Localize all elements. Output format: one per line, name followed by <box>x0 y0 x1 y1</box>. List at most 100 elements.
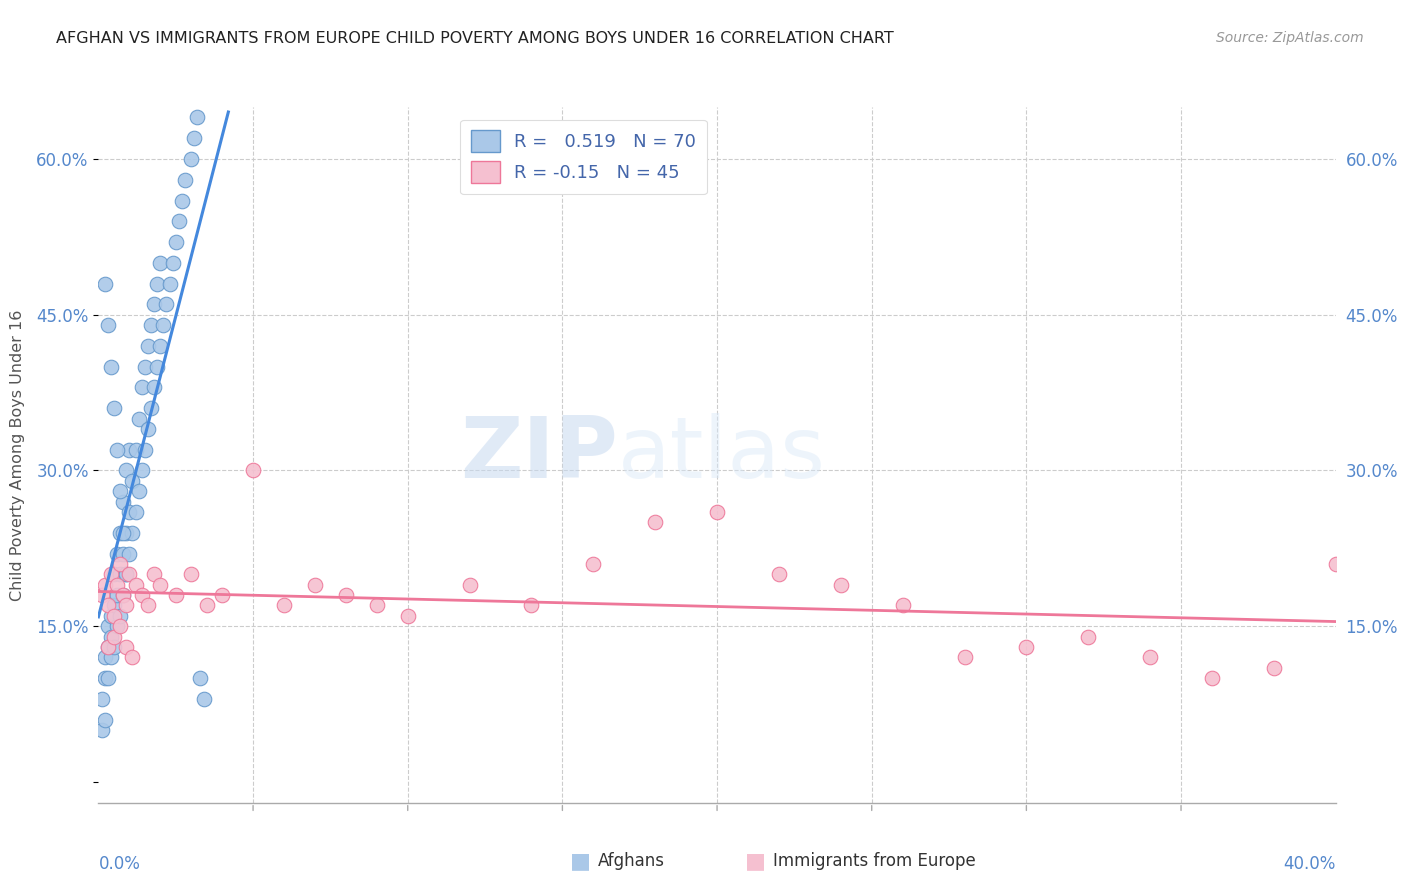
Point <box>146 277 169 291</box>
Point <box>97 640 120 654</box>
Point <box>170 194 193 208</box>
Point <box>108 484 131 499</box>
Point <box>100 608 122 623</box>
Point <box>105 619 128 633</box>
Point <box>186 111 208 125</box>
Point <box>90 723 112 738</box>
Point <box>97 619 120 633</box>
Point <box>112 547 135 561</box>
Text: 0.0%: 0.0% <box>98 855 141 873</box>
Point <box>174 172 197 186</box>
Point <box>582 557 605 571</box>
Point <box>1077 630 1099 644</box>
Point <box>105 578 128 592</box>
Point <box>136 599 159 613</box>
Point <box>121 650 143 665</box>
Point <box>97 640 120 654</box>
Text: ZIP: ZIP <box>460 413 619 497</box>
Point <box>304 578 326 592</box>
Y-axis label: Child Poverty Among Boys Under 16: Child Poverty Among Boys Under 16 <box>10 310 25 600</box>
Point <box>136 339 159 353</box>
Point <box>335 588 357 602</box>
Point <box>121 474 143 488</box>
Point <box>706 505 728 519</box>
Point <box>1139 650 1161 665</box>
Point <box>1324 557 1347 571</box>
Point <box>97 318 120 332</box>
Point <box>100 650 122 665</box>
Point <box>891 599 914 613</box>
Point <box>93 277 115 291</box>
Point <box>100 359 122 374</box>
Point <box>121 525 143 540</box>
Point <box>93 671 115 685</box>
Point <box>195 599 218 613</box>
Point <box>273 599 295 613</box>
Point <box>93 578 115 592</box>
Point <box>112 494 135 508</box>
Point <box>131 380 153 394</box>
Point <box>139 401 162 416</box>
Point <box>155 297 177 311</box>
Point <box>131 463 153 477</box>
Text: Afghans: Afghans <box>598 852 665 870</box>
Point <box>644 516 666 530</box>
Point <box>128 484 150 499</box>
Point <box>108 608 131 623</box>
Point <box>118 547 141 561</box>
Point <box>103 567 125 582</box>
Point <box>100 630 122 644</box>
Text: 40.0%: 40.0% <box>1284 855 1336 873</box>
Point <box>115 525 138 540</box>
Point <box>97 599 120 613</box>
Point <box>115 640 138 654</box>
Point <box>136 422 159 436</box>
Point <box>128 411 150 425</box>
Point <box>115 567 138 582</box>
Point <box>103 630 125 644</box>
Point <box>366 599 388 613</box>
Point <box>458 578 481 592</box>
Point <box>149 339 172 353</box>
Point <box>108 557 131 571</box>
Point <box>180 567 202 582</box>
Text: Source: ZipAtlas.com: Source: ZipAtlas.com <box>1216 31 1364 45</box>
Point <box>108 567 131 582</box>
Point <box>118 442 141 457</box>
Point <box>242 463 264 477</box>
Point <box>396 608 419 623</box>
Point <box>180 152 202 166</box>
Point <box>167 214 190 228</box>
Point <box>115 567 138 582</box>
Point <box>183 131 205 145</box>
Point <box>103 640 125 654</box>
Point <box>124 505 146 519</box>
Point <box>149 578 172 592</box>
Point <box>103 608 125 623</box>
Point <box>1263 661 1285 675</box>
Point <box>152 318 174 332</box>
Point <box>97 671 120 685</box>
Point <box>90 588 112 602</box>
Point <box>190 671 212 685</box>
Point <box>115 463 138 477</box>
Point <box>112 525 135 540</box>
Point <box>105 588 128 602</box>
Point <box>131 588 153 602</box>
Point <box>103 599 125 613</box>
Point <box>146 359 169 374</box>
Point <box>1201 671 1223 685</box>
Point <box>100 567 122 582</box>
Point <box>768 567 790 582</box>
Point <box>165 588 187 602</box>
Point <box>830 578 852 592</box>
Point <box>118 567 141 582</box>
Point <box>93 650 115 665</box>
Text: ■: ■ <box>745 851 766 871</box>
Point <box>1015 640 1038 654</box>
Point <box>143 380 166 394</box>
Point <box>108 619 131 633</box>
Point <box>162 256 184 270</box>
Point <box>124 578 146 592</box>
Point <box>149 256 172 270</box>
